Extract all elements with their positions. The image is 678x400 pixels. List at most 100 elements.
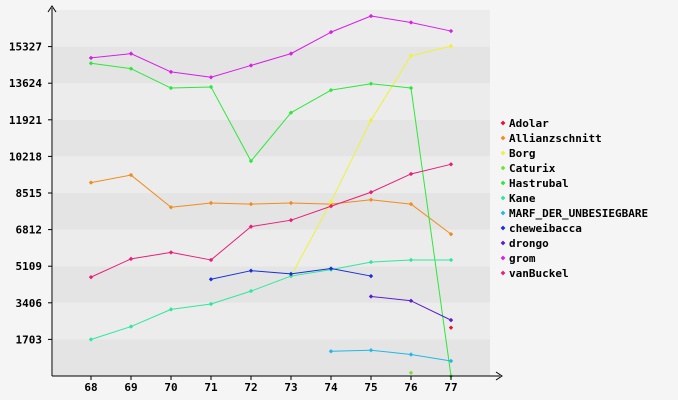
series-segment	[130, 68, 172, 89]
data-point	[408, 53, 414, 58]
series-segment	[290, 89, 332, 114]
x-tick-label: 70	[164, 381, 177, 394]
y-tick-label: 6812	[16, 224, 43, 237]
y-ticks: 1703 3406 5109 6812 8515 10218 11921 13624 15327	[9, 41, 52, 346]
data-point	[248, 224, 254, 229]
series-segment	[250, 202, 292, 205]
data-point	[328, 199, 334, 205]
series-segment	[210, 86, 252, 162]
y-tick-label: 11921	[9, 114, 42, 127]
series-Borg	[288, 43, 454, 279]
series-segment	[330, 268, 372, 277]
x-tick-label: 75	[364, 381, 377, 394]
series-segment	[250, 270, 292, 275]
data-point	[88, 337, 94, 342]
grid-band	[53, 193, 490, 230]
data-point	[128, 66, 134, 71]
series-segment	[290, 205, 332, 221]
series-cheweibacca	[208, 266, 374, 282]
data-point	[408, 352, 414, 357]
data-point	[288, 271, 294, 277]
series-segment	[330, 199, 372, 205]
series-segment	[250, 112, 292, 162]
x-ticks: 68 69 70 71 72 73 74 75 76 77	[84, 376, 458, 394]
data-point	[368, 13, 374, 19]
legend-marker	[500, 120, 506, 126]
series-layer	[88, 13, 454, 379]
data-point	[168, 250, 174, 255]
legend-marker	[500, 180, 506, 186]
series-segment	[210, 226, 252, 261]
series-segment	[370, 349, 412, 356]
series-segment	[290, 202, 332, 205]
data-point	[88, 55, 94, 61]
data-point	[208, 301, 214, 307]
grid-band	[53, 339, 490, 376]
series-segment	[330, 261, 372, 271]
y-axis-arrow	[47, 5, 57, 13]
series-segment	[370, 55, 412, 121]
data-point	[368, 294, 374, 299]
series-segment	[130, 251, 172, 260]
series-segment	[250, 53, 292, 66]
series-segment	[410, 203, 452, 235]
legend: Adolar Allianzschnitt Borg Caturix Hastrubal…	[500, 117, 648, 280]
legend-label: Adolar	[509, 117, 549, 130]
x-tick-label: 77	[444, 381, 457, 394]
series-segment	[330, 120, 372, 203]
x-tick-label: 72	[244, 381, 257, 394]
data-point	[288, 217, 294, 223]
y-tick-label: 5109	[16, 260, 43, 273]
series-segment	[370, 259, 412, 263]
data-point	[408, 20, 414, 25]
data-point	[448, 231, 454, 237]
series-Hastrubal	[88, 61, 454, 379]
data-point	[368, 81, 374, 86]
series-segment	[170, 202, 212, 208]
series-segment	[330, 349, 372, 352]
x-tick-label: 73	[284, 381, 297, 394]
legend-label: Kane	[509, 192, 536, 205]
legend-marker	[500, 150, 506, 156]
data-point	[408, 171, 414, 177]
data-point	[128, 256, 134, 262]
legend-marker	[500, 270, 506, 276]
x-tick-label: 74	[324, 381, 338, 394]
data-point	[248, 63, 254, 68]
series-segment	[250, 275, 292, 292]
grid-band	[53, 46, 490, 84]
data-point	[448, 317, 454, 323]
series-segment	[210, 202, 252, 205]
series-segment	[370, 295, 412, 302]
series-segment	[170, 71, 212, 78]
x-tick-label: 71	[204, 381, 218, 394]
series-segment	[90, 326, 132, 340]
series-segment	[370, 173, 412, 193]
legend-marker	[500, 240, 506, 246]
legend-label: MARF_DER_UNBESIEGBARE	[509, 207, 648, 220]
series-segment	[170, 251, 212, 261]
data-point	[368, 197, 374, 202]
data-point	[408, 257, 414, 263]
data-point	[208, 84, 214, 90]
y-tick-label: 1703	[16, 333, 43, 346]
data-point	[448, 28, 454, 34]
grid-band	[53, 302, 490, 340]
series-segment	[370, 15, 412, 23]
series-segment	[130, 174, 172, 208]
data-point	[88, 61, 94, 66]
series-segment	[370, 83, 412, 89]
series-segment	[410, 300, 452, 321]
legend-label: Allianzschnitt	[509, 132, 602, 145]
data-point	[128, 51, 134, 56]
grid-band	[53, 10, 490, 47]
data-point	[168, 85, 174, 91]
series-segment	[410, 163, 452, 175]
y-tick-label: 15327	[9, 41, 42, 54]
data-point	[368, 118, 374, 123]
x-tick-label: 76	[404, 381, 418, 394]
legend-label: Borg	[509, 147, 536, 160]
series-segment	[290, 268, 332, 275]
data-point	[448, 325, 454, 330]
data-point	[208, 75, 214, 80]
